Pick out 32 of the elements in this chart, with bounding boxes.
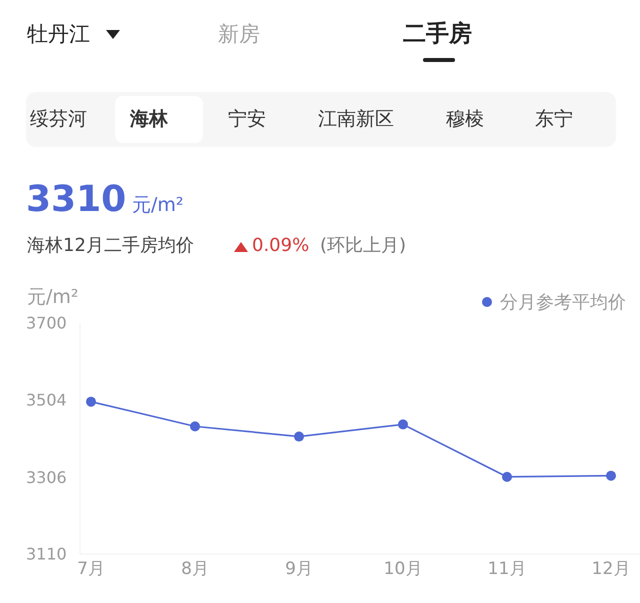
text: 东宁 — [535, 108, 573, 130]
point — [398, 419, 408, 430]
y-tick-label: 3110 — [26, 544, 67, 564]
text: 穆棱 — [446, 108, 484, 130]
y-axis-title: 元/m² — [27, 286, 79, 308]
x-tick-label: 8月 — [181, 559, 209, 580]
text: 绥芬河 — [30, 108, 87, 130]
point — [190, 421, 200, 432]
y-tick-label: 3700 — [26, 314, 67, 333]
x-tick-label: 9月 — [285, 559, 313, 580]
point — [502, 472, 512, 482]
y-tick-label: 3504 — [26, 390, 67, 410]
text: 3310 — [26, 179, 126, 220]
text: 0.09% — [252, 235, 310, 256]
text: 海林 — [130, 108, 168, 130]
text: 元/m² — [132, 194, 184, 216]
text: 江南新区 — [318, 108, 394, 130]
legend-label: 分月参考平均价 — [500, 291, 626, 314]
point — [606, 470, 616, 481]
point — [294, 432, 304, 442]
text: 牡丹江 — [27, 22, 90, 46]
x-tick-label: 11月 — [488, 559, 526, 580]
x-tick-label: 10月 — [384, 559, 422, 580]
text: 海林12月二手房均价 — [27, 235, 194, 256]
point — [86, 396, 96, 407]
y-tick-label: 3306 — [26, 468, 67, 487]
x-tick-label: 12月 — [592, 559, 630, 580]
text: (环比上月) — [320, 235, 406, 256]
text: 二手房 — [403, 21, 472, 47]
x-tick-label: 7月 — [77, 559, 105, 580]
text: 新房 — [218, 22, 260, 46]
text: 宁安 — [228, 108, 266, 130]
